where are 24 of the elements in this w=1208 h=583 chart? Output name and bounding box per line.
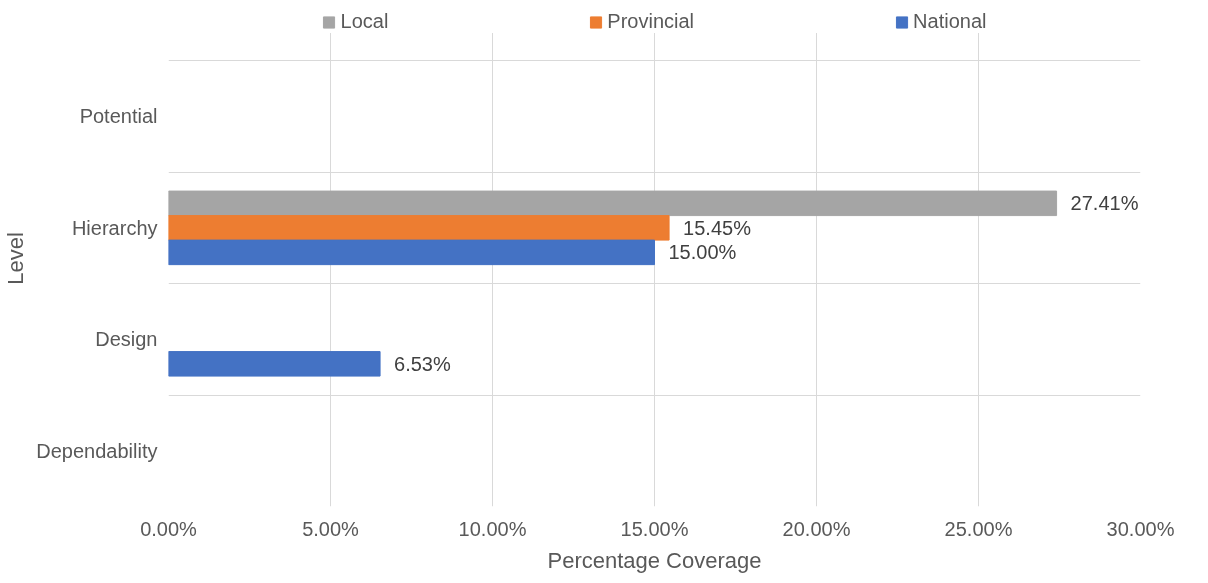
legend-label: National <box>913 10 987 33</box>
bar <box>168 351 381 377</box>
data-label: 6.53% <box>394 352 451 375</box>
x-tick-label: 25.00% <box>944 517 1013 540</box>
y-tick-label: Potential <box>79 105 158 128</box>
bar <box>168 239 655 266</box>
legend-label: Provincial <box>607 10 695 33</box>
x-tick-label: 10.00% <box>458 517 527 540</box>
y-tick-label: Hierarchy <box>71 216 158 239</box>
x-axis-title: Percentage Coverage <box>547 547 762 573</box>
y-tick-label: Dependability <box>36 439 158 462</box>
y-axis-title: Level <box>3 232 29 285</box>
data-label: 15.00% <box>668 241 737 264</box>
data-label: 27.41% <box>1070 192 1139 215</box>
bar <box>168 215 670 241</box>
x-tick-label: 20.00% <box>782 517 851 540</box>
bar <box>168 190 1058 217</box>
data-label: 15.45% <box>683 216 752 239</box>
y-tick-label: Design <box>95 328 158 351</box>
x-tick-label: 5.00% <box>302 517 360 540</box>
x-tick-label: 30.00% <box>1106 517 1175 540</box>
legend-label: Local <box>340 10 389 33</box>
x-tick-label: 15.00% <box>620 517 689 540</box>
x-tick-label: 0.00% <box>140 517 198 540</box>
